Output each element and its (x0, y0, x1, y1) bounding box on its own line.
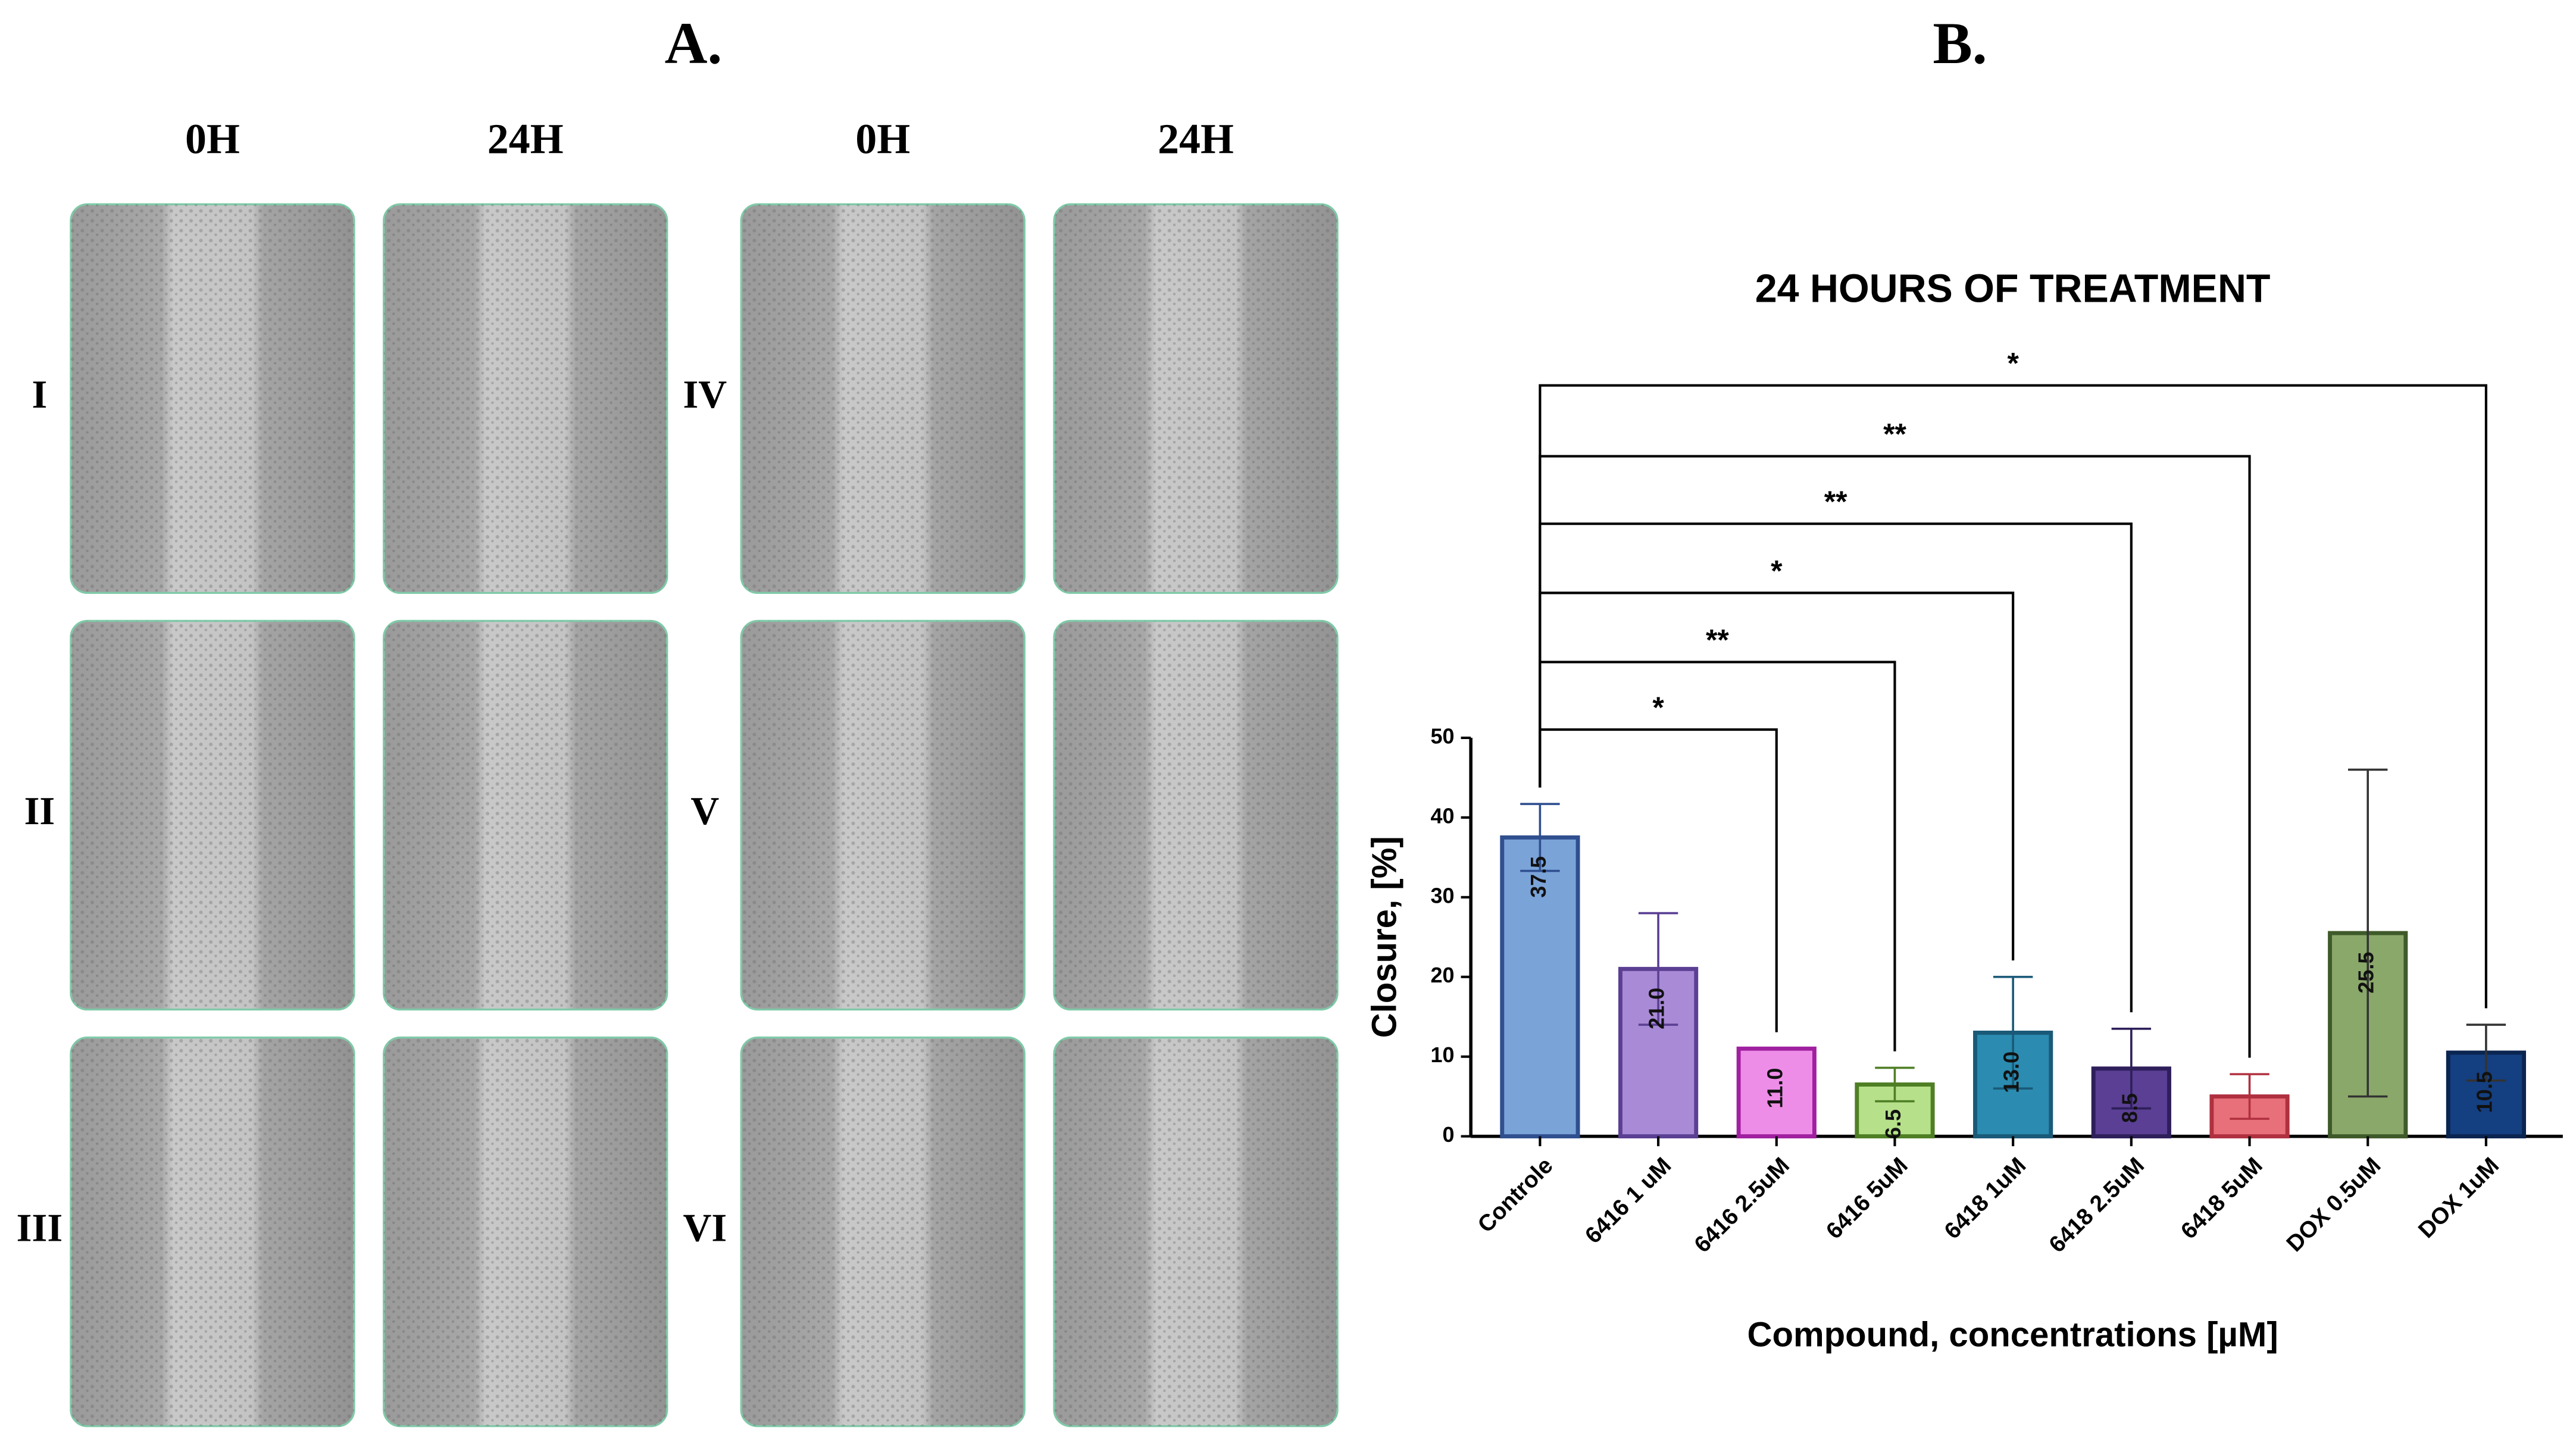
column-header: 0H (855, 115, 910, 162)
micrograph-texture (70, 1037, 354, 1426)
significance-label: ** (1824, 485, 1847, 518)
significance-bracket (1539, 661, 1896, 1051)
x-tick-label: DOX 0.5uM (2281, 1153, 2386, 1257)
panel-b: B. 24 HOURS OF TREATMENT 0 10 20 30 40 50 Closur… (1365, 10, 2563, 1354)
error-bar (2466, 1024, 2506, 1082)
micrograph-texture (741, 621, 1025, 1010)
column-header: 24H (487, 115, 564, 162)
x-tick-label: 6416 2.5uM (1689, 1153, 1795, 1258)
micrograph-texture (70, 621, 354, 1010)
x-tick-label: 6416 1 uM (1580, 1153, 1676, 1248)
significance-label: ** (1706, 624, 1729, 657)
error-bar (1875, 1066, 1915, 1103)
error-bar (2230, 1073, 2269, 1120)
micrograph-texture (1054, 621, 1338, 1010)
significance-label: * (1652, 691, 1664, 724)
y-tick-label: 10 (1430, 1043, 1454, 1067)
value-label: 25.5 (2354, 952, 2378, 993)
significance-bracket (1539, 384, 2487, 1009)
value-label: 11.0 (1762, 1068, 1787, 1109)
x-tick-label: Controle (1473, 1153, 1558, 1238)
y-tick-label: 0 (1442, 1122, 1454, 1147)
micrograph-texture (70, 204, 354, 593)
row-label: V (690, 790, 719, 833)
column-header: 0H (185, 115, 240, 162)
bar (1500, 835, 1580, 1139)
column-header: 24H (1158, 115, 1234, 162)
value-label: 10.5 (2472, 1071, 2496, 1113)
row-label: III (17, 1206, 63, 1250)
y-axis-label: Closure, [%] (1365, 836, 1403, 1038)
significance-label: * (2007, 347, 2019, 380)
row-label: I (32, 373, 47, 417)
x-tick-label: 6418 5uM (2176, 1153, 2268, 1244)
y-tick-label: 30 (1430, 883, 1454, 907)
row-label: IV (683, 373, 727, 417)
significance-label: * (1771, 554, 1783, 587)
micrograph-texture (383, 1037, 667, 1426)
micrograph-texture (741, 204, 1025, 593)
error-bar (2111, 1027, 2152, 1110)
error-bar (1520, 803, 1560, 872)
y-tick-label: 40 (1430, 803, 1454, 828)
micrograph-texture (383, 204, 667, 593)
bar (2446, 1050, 2527, 1139)
micrograph-texture (1054, 1037, 1338, 1426)
value-label: 8.5 (2117, 1093, 2142, 1123)
x-tick-label: 6416 5uM (1821, 1153, 1913, 1244)
panel-label: B. (1933, 10, 1987, 76)
error-bar (2348, 768, 2388, 1098)
chart-title: 24 HOURS OF TREATMENT (1755, 267, 2271, 311)
value-label: 13.0 (1999, 1051, 2024, 1093)
x-axis-label: Compound, concentrations [µM] (1747, 1316, 2278, 1354)
value-label: 21.0 (1645, 988, 1669, 1029)
panel-label: A. (665, 10, 723, 76)
micrograph-texture (741, 1037, 1025, 1426)
micrograph-texture (383, 621, 667, 1010)
micrograph-texture (1054, 204, 1338, 593)
significance-bracket (1539, 522, 2133, 1013)
x-tick-label: 6418 2.5uM (2044, 1153, 2149, 1258)
y-tick-label: 50 (1430, 724, 1454, 748)
value-label: 6.5 (1881, 1109, 1905, 1139)
row-label: II (24, 790, 55, 833)
value-label: 37.5 (1526, 856, 1550, 898)
x-tick-label: DOX 1uM (2414, 1153, 2504, 1243)
error-bar (1638, 912, 1678, 1026)
significance-label: ** (1883, 418, 1906, 451)
x-tick-label: 6418 1uM (1940, 1153, 2031, 1244)
y-tick-label: 20 (1430, 963, 1454, 987)
error-bar (1993, 975, 2033, 1090)
row-label: VI (683, 1206, 727, 1250)
